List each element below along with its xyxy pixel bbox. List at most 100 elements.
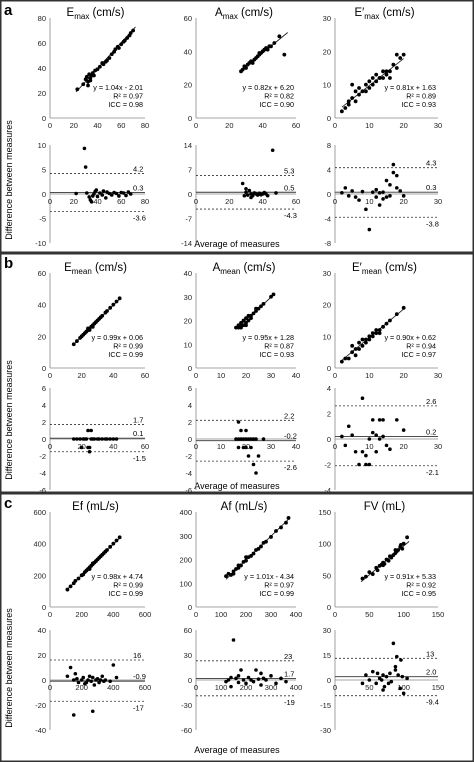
x-tick-label: 40 (292, 371, 300, 380)
y-tick-label: 7 (188, 166, 192, 175)
data-point (236, 680, 241, 685)
data-point (384, 674, 389, 679)
y-tick-label: 30 (184, 293, 192, 302)
y-tick-label: 0 (327, 114, 331, 123)
data-point (75, 87, 80, 92)
data-point (282, 52, 287, 57)
data-point (240, 181, 245, 186)
limit-label-lower: -1.5 (133, 454, 146, 463)
data-point (360, 449, 365, 454)
data-point (89, 428, 93, 433)
x-tick-label: 10 (365, 442, 373, 451)
chart-8: 0 10 20 30 40 0 10 20 30 40 Amean (cm/s) y = 0.95x … (184, 262, 301, 380)
data-point (114, 191, 119, 196)
y-tick-label: 0 (42, 364, 46, 373)
regression-annotation: y = 0.98x + 4.74 (91, 572, 143, 581)
data-point (87, 445, 92, 450)
data-point (396, 673, 400, 677)
data-point (350, 82, 355, 87)
regression-annotation: ICC = 0.97 (401, 350, 436, 359)
x-tick-label: 0 (48, 121, 52, 130)
y-tick-label: 30 (323, 14, 331, 23)
data-point (249, 195, 253, 200)
x-tick-label: 20 (242, 371, 250, 380)
data-point (350, 433, 354, 437)
data-point (76, 680, 81, 685)
data-point (274, 681, 278, 686)
x-tick-label: 0 (48, 610, 52, 619)
chart-title: Af (mL/s) (221, 501, 268, 513)
y-tick-label: 0 (42, 676, 46, 685)
y-tick-label: 2 (327, 410, 331, 419)
data-point (396, 548, 401, 552)
x-tick-label: 200 (240, 610, 253, 619)
data-point (401, 305, 406, 310)
y-tick-label: -20 (35, 701, 46, 710)
x-tick-label: 10 (365, 197, 373, 206)
regression-annotation: ICC = 0.93 (259, 350, 294, 359)
y-tick-label: 0 (327, 603, 331, 612)
data-point (401, 194, 406, 198)
data-point (107, 56, 112, 60)
chart-14: 0 100 200 300 400 0 100 200 300 400 Af (mL/s) y = 1… (179, 501, 302, 619)
regression-annotation: ICC = 0.99 (108, 350, 143, 359)
x-tick-label: 20 (225, 197, 233, 206)
y-tick-label: 400 (179, 508, 192, 517)
x-tick-label: 100 (215, 610, 228, 619)
x-tick-label: 20 (77, 371, 85, 380)
data-point (374, 331, 379, 336)
data-point (393, 668, 398, 672)
y-tick-label: 300 (179, 532, 192, 541)
limit-label-mean: 0.3 (426, 183, 436, 192)
data-point (104, 196, 108, 200)
data-point (401, 428, 406, 432)
data-point (250, 61, 255, 65)
y-tick-label: 20 (184, 317, 192, 326)
limit-label-mean: 0.3 (133, 184, 143, 193)
data-point (274, 529, 278, 533)
limit-label-lower: -3.8 (426, 219, 439, 228)
data-point (265, 193, 270, 198)
y-tick-label: 30 (323, 269, 331, 278)
data-point (401, 52, 406, 57)
data-point (367, 570, 372, 575)
data-point (346, 99, 351, 104)
data-point (87, 195, 91, 199)
data-point (244, 316, 248, 321)
data-point (251, 462, 256, 467)
data-point (244, 555, 248, 560)
y-tick-label: 0 (327, 676, 331, 685)
x-tick-label: 80 (141, 197, 149, 206)
data-point (241, 318, 246, 323)
data-point (94, 188, 99, 192)
regression-annotation: ICC = 0.90 (259, 100, 294, 109)
data-point (256, 454, 261, 458)
data-point (124, 193, 128, 198)
chart-11: -4 -2 0 2 4 0 10 20 30 2.6 0.2 -2.1 (324, 384, 442, 495)
limit-label-lower: -2.1 (426, 468, 439, 477)
y-tick-label: 0 (188, 190, 192, 199)
regression-annotation: R² = 0.92 (406, 581, 436, 590)
regression-annotation: R² = 0.99 (113, 342, 143, 351)
data-point (81, 675, 86, 680)
data-point (89, 679, 93, 684)
data-point (108, 437, 112, 441)
limit-label-upper: 16 (133, 651, 141, 660)
data-point (393, 548, 398, 552)
data-point (74, 191, 78, 196)
data-point (79, 445, 84, 450)
x-tick-label: 30 (434, 442, 442, 451)
x-tick-label: 0 (194, 371, 198, 380)
x-tick-label: 40 (109, 371, 117, 380)
y-tick-label: 10 (323, 81, 331, 90)
y-tick-label: 0 (188, 435, 192, 444)
chart-title: E′mean (cm/s) (352, 262, 417, 276)
x-tick-label: 400 (107, 683, 120, 692)
data-point (101, 62, 106, 67)
data-point (87, 567, 92, 571)
data-point (364, 673, 368, 677)
data-point (246, 454, 251, 458)
chart-title: Emax (cm/s) (67, 7, 125, 21)
